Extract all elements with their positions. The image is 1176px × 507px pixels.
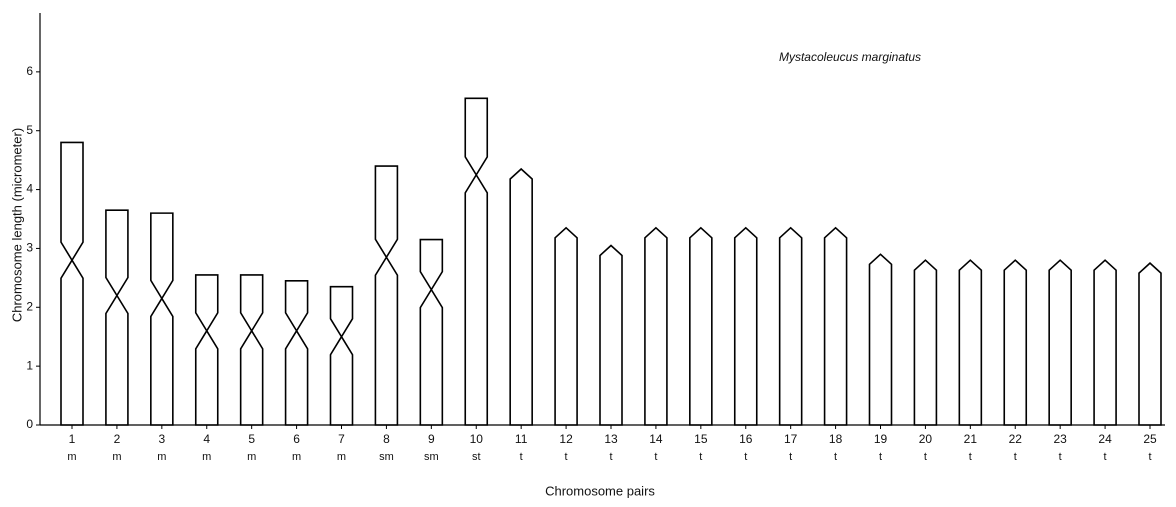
x-tick-label: 14 [649,432,663,446]
type-label: m [292,451,301,463]
x-tick-label: 23 [1053,432,1067,446]
type-label: t [879,451,882,463]
x-tick-label: 16 [739,432,753,446]
chromosome [825,228,847,425]
x-tick-label: 24 [1098,432,1112,446]
chromosome [151,213,173,425]
x-tick-label: 12 [559,432,573,446]
x-tick-label: 2 [114,432,121,446]
x-axis-label: Chromosome pairs [545,483,655,498]
x-tick-label: 1 [69,432,76,446]
chromosome [690,228,712,425]
type-label: t [565,451,568,463]
chromosome [106,210,128,425]
type-label: m [247,451,256,463]
y-tick-label: 2 [26,299,33,313]
chromosome [286,281,308,425]
type-label: t [520,451,523,463]
type-label: t [744,451,747,463]
type-label: t [609,451,612,463]
x-tick-label: 18 [829,432,843,446]
x-tick-label: 25 [1143,432,1157,446]
chromosome [1139,263,1161,425]
type-label: m [202,451,211,463]
type-label: t [1059,451,1062,463]
chromosome [375,166,397,425]
type-label: sm [424,451,439,463]
x-tick-label: 13 [604,432,618,446]
type-label: m [112,451,121,463]
chromosome [735,228,757,425]
x-tick-label: 8 [383,432,390,446]
chromosome [645,228,667,425]
chromosome [331,287,353,425]
chromosome [465,98,487,425]
x-tick-label: 10 [470,432,484,446]
x-tick-label: 6 [293,432,300,446]
type-label: t [924,451,927,463]
x-tick-label: 19 [874,432,888,446]
type-label: t [1104,451,1107,463]
chart: Mystacoleucus marginatus Chromosome pair… [0,0,1176,502]
x-tick-label: 15 [694,432,708,446]
y-tick-label: 1 [26,358,33,372]
y-tick-label: 4 [26,182,33,196]
x-tick-label: 9 [428,432,435,446]
type-label: t [1014,451,1017,463]
chart-title: Mystacoleucus marginatus [779,50,921,64]
x-tick-label: 22 [1009,432,1023,446]
chromosome [780,228,802,425]
y-tick-label: 5 [26,123,33,137]
chromosome [870,254,892,425]
chromosome [61,142,83,425]
type-label: sm [379,451,394,463]
chromosome [600,245,622,425]
chromosome [1049,260,1071,425]
type-label: m [337,451,346,463]
y-tick-label: 3 [26,241,33,255]
chromosome [555,228,577,425]
type-label: t [654,451,657,463]
x-tick-label: 21 [964,432,978,446]
x-tick-label: 3 [158,432,165,446]
y-axis-label: Chromosome length (micrometer) [9,128,24,322]
x-tick-label: 11 [515,432,528,446]
type-label: st [472,451,481,463]
y-tick-label: 0 [26,417,33,431]
x-tick-label: 20 [919,432,933,446]
chromosome [510,169,532,425]
type-label: t [699,451,702,463]
type-label: t [834,451,837,463]
chromosome [914,260,936,425]
x-tick-label: 7 [338,432,345,446]
chromosome [196,275,218,425]
y-tick-label: 6 [26,64,33,78]
x-tick-label: 5 [248,432,255,446]
type-label: t [969,451,972,463]
type-label: m [67,451,76,463]
x-tick-label: 4 [203,432,210,446]
type-label: m [157,451,166,463]
chromosome [420,240,442,425]
chromosome [959,260,981,425]
type-label: t [789,451,792,463]
type-label: t [1148,451,1151,463]
chromosome [241,275,263,425]
x-tick-label: 17 [784,432,798,446]
chromosome [1094,260,1116,425]
chromosome [1004,260,1026,425]
